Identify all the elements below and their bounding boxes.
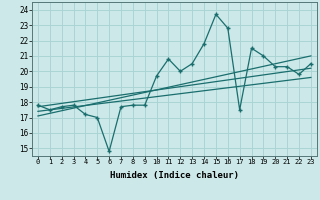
X-axis label: Humidex (Indice chaleur): Humidex (Indice chaleur) [110, 171, 239, 180]
